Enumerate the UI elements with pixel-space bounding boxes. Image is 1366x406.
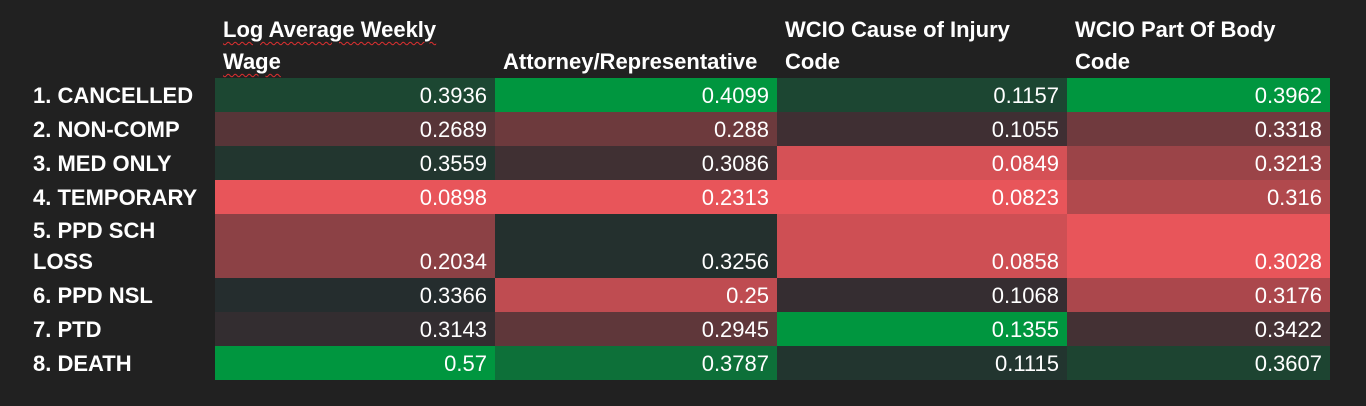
heatmap-cell: 0.3028	[1067, 214, 1330, 278]
heatmap-cell: 0.0858	[777, 214, 1067, 278]
column-header-log-average-weekly-wage: Log Average Weekly Wage	[223, 17, 437, 74]
heatmap-cell: 0.3962	[1067, 78, 1330, 112]
heatmap-cell: 0.1115	[777, 346, 1067, 380]
heatmap-cell: 0.2313	[495, 180, 777, 214]
heatmap-cell: 0.1355	[777, 312, 1067, 346]
column-header-wcio-part-of-body-code: WCIO Part Of Body Code	[1075, 17, 1276, 74]
heatmap-cell: 0.0849	[777, 146, 1067, 180]
heatmap-cell: 0.3366	[215, 278, 495, 312]
heatmap-cell: 0.3318	[1067, 112, 1330, 146]
heatmap-cell: 0.3422	[1067, 312, 1330, 346]
heatmap-cell: 0.1157	[777, 78, 1067, 112]
row-label-8-death: 8. DEATH	[33, 351, 132, 376]
heatmap-cell: 0.316	[1067, 180, 1330, 214]
heatmap-cell: 0.4099	[495, 78, 777, 112]
heatmap-cell: 0.0823	[777, 180, 1067, 214]
heatmap-cell: 0.25	[495, 278, 777, 312]
heatmap-cell: 0.3559	[215, 146, 495, 180]
heatmap-cell: 0.0898	[215, 180, 495, 214]
heatmap-cell: 0.288	[495, 112, 777, 146]
heatmap-cell: 0.57	[215, 346, 495, 380]
heatmap-cell: 0.2945	[495, 312, 777, 346]
row-label-3-med-only: 3. MED ONLY	[33, 151, 172, 176]
row-label-7-ptd: 7. PTD	[33, 317, 102, 342]
row-label-4-temporary: 4. TEMPORARY	[33, 185, 198, 210]
heatmap-cell: 0.2034	[215, 214, 495, 278]
row-label-6-ppd-nsl: 6. PPD NSL	[33, 283, 153, 308]
row-label-2-non-comp: 2. NON-COMP	[33, 117, 180, 142]
column-header-attorney-representative: Attorney/Representative	[503, 49, 758, 74]
heatmap-cell: 0.1055	[777, 112, 1067, 146]
heatmap-cell: 0.3787	[495, 346, 777, 380]
heatmap-cell: 0.3936	[215, 78, 495, 112]
heatmap-cell: 0.1068	[777, 278, 1067, 312]
heatmap-cell: 0.2689	[215, 112, 495, 146]
row-label-5-ppd-sch-loss: 5. PPD SCH LOSS	[33, 218, 156, 274]
heatmap-cell: 0.3143	[215, 312, 495, 346]
heatmap-cell: 0.3607	[1067, 346, 1330, 380]
heatmap-cell: 0.3176	[1067, 278, 1330, 312]
heatmap-cell: 0.3256	[495, 214, 777, 278]
column-header-wcio-cause-of-injury-code: WCIO Cause of Injury Code	[785, 17, 1010, 74]
heatmap-cell: 0.3086	[495, 146, 777, 180]
row-label-1-cancelled: 1. CANCELLED	[33, 83, 194, 108]
heatmap-cell: 0.3213	[1067, 146, 1330, 180]
